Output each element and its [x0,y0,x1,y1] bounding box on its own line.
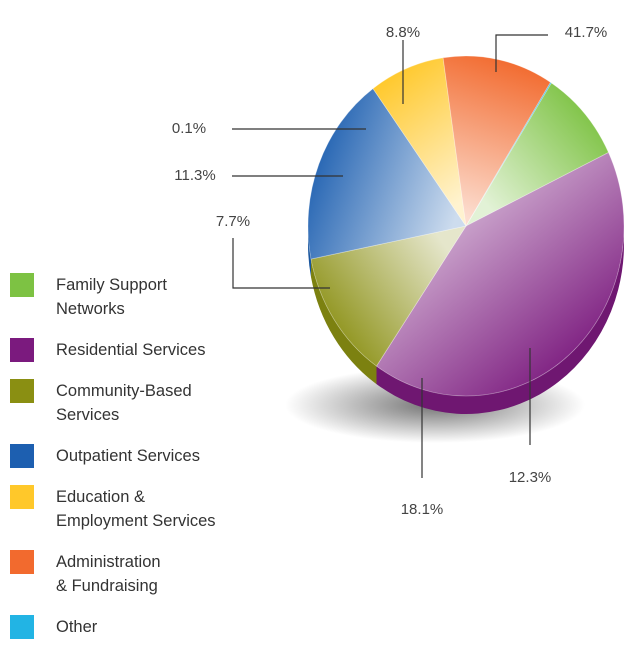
legend-item-residential-services: Residential Services [10,338,260,362]
pie-side-community-based-services [311,259,377,385]
legend-swatch [10,444,34,468]
legend-label: Outpatient Services [56,447,200,465]
legend-item-community-based-services: Community-Based Services [10,379,260,427]
legend-item-administration-and-fundraising: Administration & Fundraising [10,550,260,598]
pie-slice-outpatient-services [307,87,467,260]
pie-side-residential-services [376,226,624,415]
legend-label: Education & Employment Services [56,488,216,530]
legend-label: Residential Services [56,341,206,359]
pie-slice-family-support-networks [464,82,609,227]
legend-label: Administration & Fundraising [56,553,161,595]
legend-item-other: Other [10,615,260,639]
legend-label: Family Support Networks [56,276,167,318]
legend-item-outpatient-services: Outpatient Services [10,444,260,468]
legend-item-education-and-employment-services: Education & Employment Services [10,485,260,533]
leader-line-education-and-employment-services [232,238,330,289]
data-label-community-based-services: 12.3% [509,469,552,486]
legend-swatch [10,273,34,297]
legend-item-family-support-networks: Family Support Networks [10,273,260,321]
pie-slice-community-based-services [310,225,467,367]
leader-line-residential-services [495,34,548,72]
legend-label: Community-Based Services [56,382,192,424]
legend-swatch [10,485,34,509]
legend-swatch [10,338,34,362]
pie-slice-education-and-employment-services [372,57,467,227]
data-label-other: 0.1% [172,120,206,137]
data-label-family-support-networks: 8.8% [386,24,420,41]
data-label-education-and-employment-services: 7.7% [216,213,250,230]
pie-slice-administration-and-fundraising [442,55,552,228]
data-label-residential-services: 41.7% [565,24,608,41]
pie-slice-other [465,81,552,227]
legend-label: Other [56,618,98,636]
data-label-outpatient-services: 18.1% [401,501,444,518]
data-label-administration-and-fundraising: 11.3% [174,167,215,184]
pie-side-outpatient-services [308,226,312,278]
legend-swatch [10,550,34,574]
pie-slice-residential-services [375,151,625,397]
legend-swatch [10,379,34,403]
legend: Family Support Networks Residential Servic… [10,273,260,656]
legend-swatch [10,615,34,639]
